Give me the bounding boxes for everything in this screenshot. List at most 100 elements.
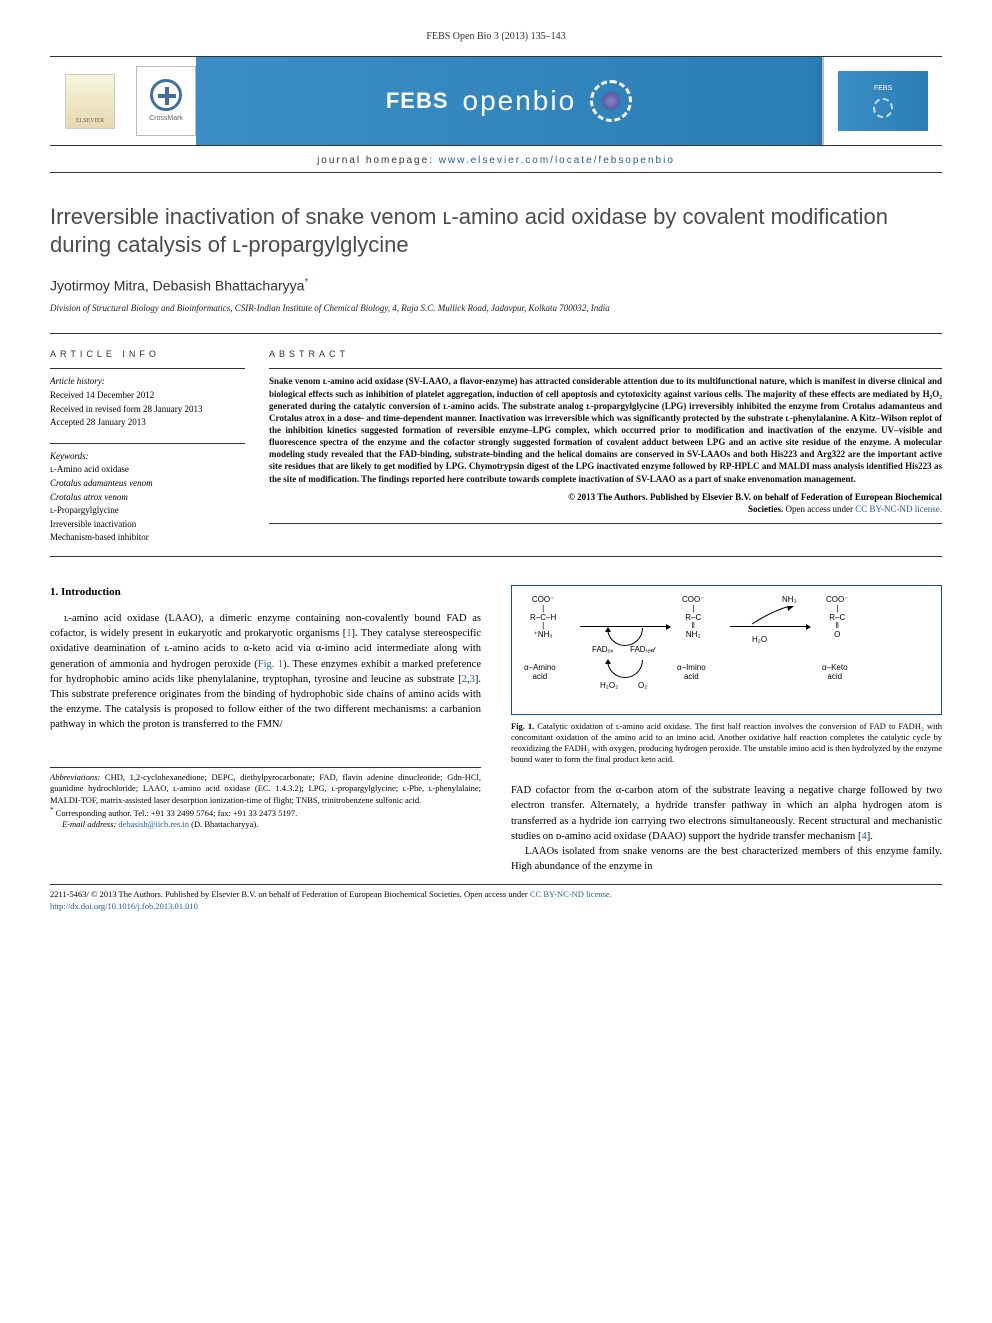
doi-link[interactable]: http://dx.doi.org/10.1016/j.fob.2013.01.… xyxy=(50,901,198,911)
cover-mini-febs: FEBS xyxy=(874,84,892,94)
cover-mini-logo-icon xyxy=(873,98,893,118)
intro-para-1: ʟ-amino acid oxidase (LAAO), a dimeric e… xyxy=(50,611,481,733)
left-column: 1. Introduction ʟ-amino acid oxidase (LA… xyxy=(50,585,481,875)
cover-thumbnail: FEBS xyxy=(822,57,942,145)
nh2: NH₂ xyxy=(686,630,701,639)
intro-heading: 1. Introduction xyxy=(50,585,481,601)
info-abstract-row: ARTICLE INFO Article history: Received 1… xyxy=(50,348,942,544)
article-title: Irreversible inactivation of snake venom… xyxy=(50,203,942,258)
intro-para-3: LAAOs isolated from snake venoms are the… xyxy=(511,844,942,874)
abstract-heading: ABSTRACT xyxy=(269,348,942,361)
arrow-1 xyxy=(580,626,670,627)
fig-caption-text: Catalytic oxidation of ʟ-amino acid oxid… xyxy=(511,721,942,764)
figure-1: COO⁻ | R–C–H | ⁺NH₃ α–Amino acid FADₒₓ F… xyxy=(511,585,942,765)
copyright-line2-bold: Societies. xyxy=(748,504,783,514)
homepage-url[interactable]: www.elsevier.com/locate/febsopenbio xyxy=(439,155,675,166)
article-info: ARTICLE INFO Article history: Received 1… xyxy=(50,348,265,544)
coo-2: COO⁻ xyxy=(682,595,704,604)
cover-mini: FEBS xyxy=(838,71,928,131)
issn-line-b: Open access under xyxy=(464,889,530,899)
fadred-label: FADᵣₑ𝒹 xyxy=(630,646,655,655)
febs-text: FEBS xyxy=(386,86,449,117)
divider-top xyxy=(50,333,942,334)
keyword-1: Crotalus adamanteus venom xyxy=(50,477,245,490)
keto-label: α–Keto acid xyxy=(822,664,848,682)
openbio-text: openbio xyxy=(463,81,577,120)
keyword-4: Irreversible inactivation xyxy=(50,518,245,531)
abbrev-label: Abbreviations: xyxy=(50,772,100,782)
figref-1[interactable]: Fig. 1 xyxy=(258,659,283,670)
rc-1: R–C xyxy=(685,613,701,622)
crossmark-icon xyxy=(150,79,182,111)
chem-imino-struct: COO⁻ | R–C ‖ NH₂ xyxy=(682,596,704,640)
article-info-heading: ARTICLE INFO xyxy=(50,348,245,361)
o2-label: O₂ xyxy=(638,682,647,691)
homepage-line: journal homepage: www.elsevier.com/locat… xyxy=(50,150,942,173)
abstract: ABSTRACT Snake venom ʟ-amino acid oxidas… xyxy=(265,348,942,544)
keyword-0: ʟ-Amino acid oxidase xyxy=(50,463,245,476)
amino-label: α–Amino acid xyxy=(524,664,556,682)
keyword-5: Mechanism-based inhibitor xyxy=(50,531,245,544)
journal-reference: FEBS Open Bio 3 (2013) 135–143 xyxy=(50,30,942,44)
rc-2: R–C xyxy=(829,613,845,622)
abstract-divider-bottom xyxy=(269,523,942,524)
h2o2-label: H₂O₂ xyxy=(600,682,618,691)
abstract-divider xyxy=(269,368,942,369)
email-label: E-mail address: xyxy=(62,819,116,829)
accepted-line: Accepted 28 January 2013 xyxy=(50,416,245,429)
copyright-line1: © 2013 The Authors. Published by Elsevie… xyxy=(568,492,942,502)
corr-line: * Corresponding author. Tel.: +91 33 249… xyxy=(50,806,481,819)
febs-logo-icon xyxy=(590,80,632,122)
abbrev-line: Abbreviations: CHD, 1,2-cyclohexanedione… xyxy=(50,772,481,806)
curve-fad xyxy=(607,628,643,646)
info-divider-1 xyxy=(50,368,245,369)
received-line: Received 14 December 2012 xyxy=(50,389,245,402)
authors: Jyotirmoy Mitra, Debasish Bhattacharyya* xyxy=(50,276,942,296)
affiliation: Division of Structural Biology and Bioin… xyxy=(50,302,942,315)
abstract-text: Snake venom ʟ-amino acid oxidase (SV-LAA… xyxy=(269,375,942,484)
history-block: Article history: Received 14 December 20… xyxy=(50,375,245,428)
o-1: O xyxy=(834,630,840,639)
revised-line: Received in revised form 28 January 2013 xyxy=(50,403,245,416)
nh3-label: NH₃ xyxy=(782,596,797,605)
keywords-block: Keywords: ʟ-Amino acid oxidase Crotalus … xyxy=(50,443,245,544)
divider-mid xyxy=(50,556,942,557)
keyword-3: ʟ-Propargylglycine xyxy=(50,504,245,517)
bottom-license-link[interactable]: CC BY-NC-ND license. xyxy=(530,889,612,899)
h2o-label: H₂O xyxy=(752,636,767,645)
email-link[interactable]: debasish@iicb.res.in xyxy=(118,819,189,829)
keywords-label: Keywords: xyxy=(50,450,245,463)
crossmark-label: CrossMark xyxy=(149,114,183,124)
intro-para-2: FAD cofactor from the α-carbon atom of t… xyxy=(511,783,942,844)
issn-line-a: 2211-5463/ © 2013 The Authors. Published… xyxy=(50,889,464,899)
chem-keto-struct: COO⁻ | R–C ‖ O xyxy=(826,596,848,640)
license-link[interactable]: CC BY-NC-ND license. xyxy=(855,504,942,514)
homepage-prefix: journal homepage: xyxy=(317,155,439,166)
info-divider-2 xyxy=(50,443,245,444)
author-names: Jyotirmoy Mitra, Debasish Bhattacharyya xyxy=(50,278,304,294)
crossmark-badge[interactable]: CrossMark xyxy=(136,66,196,136)
figure-1-diagram: COO⁻ | R–C–H | ⁺NH₃ α–Amino acid FADₒₓ F… xyxy=(511,585,942,715)
banner-center: FEBS openbio xyxy=(196,57,822,145)
figure-1-caption: Fig. 1. Catalytic oxidation of ʟ-amino a… xyxy=(511,721,942,765)
imino-label: α–Imino acid xyxy=(677,664,706,682)
corr-text: Corresponding author. Tel.: +91 33 2499 … xyxy=(54,808,298,818)
elsevier-cell: ELSEVIER xyxy=(50,70,130,133)
corresponding-mark: * xyxy=(304,277,308,288)
fadox-label: FADₒₓ xyxy=(592,646,613,655)
copyright-line2-rest: Open access under xyxy=(783,504,855,514)
body-columns: 1. Introduction ʟ-amino acid oxidase (LA… xyxy=(50,585,942,875)
footnotes: Abbreviations: CHD, 1,2-cyclohexanedione… xyxy=(50,767,481,831)
p2a: FAD cofactor from the α-carbon atom of t… xyxy=(511,785,942,842)
ref-2[interactable]: 2 xyxy=(462,674,467,685)
rch: R–C–H xyxy=(530,613,556,622)
coo-3: COO⁻ xyxy=(826,595,848,604)
history-label: Article history: xyxy=(50,375,245,388)
chem-amino-struct: COO⁻ | R–C–H | ⁺NH₃ xyxy=(530,596,556,640)
email-line: E-mail address: debasish@iicb.res.in (D.… xyxy=(50,819,481,830)
elsevier-logo: ELSEVIER xyxy=(65,74,115,129)
copyright-block: © 2013 The Authors. Published by Elsevie… xyxy=(269,491,942,515)
journal-banner: ELSEVIER CrossMark FEBS openbio FEBS xyxy=(50,56,942,146)
p2b: ]. xyxy=(867,831,873,842)
nh3-arrow-icon xyxy=(742,606,802,636)
